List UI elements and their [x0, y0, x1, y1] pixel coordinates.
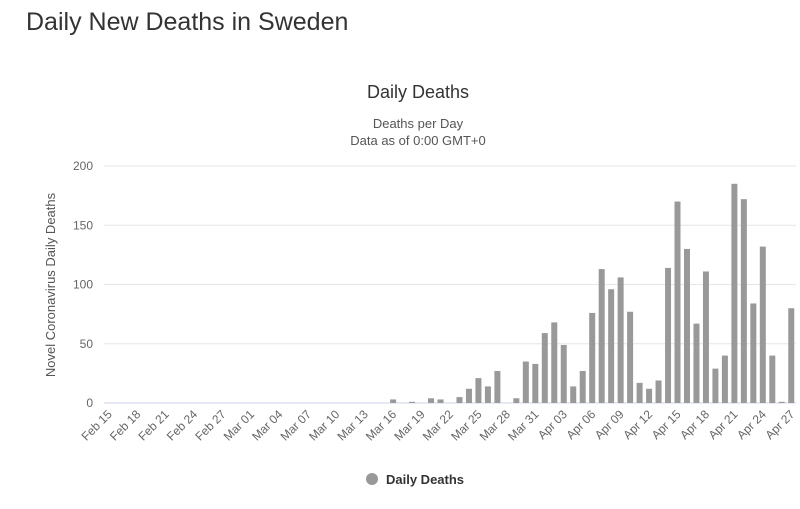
legend-marker	[366, 473, 378, 485]
bar[interactable]	[475, 378, 482, 403]
bar[interactable]	[702, 271, 709, 403]
bar[interactable]	[731, 183, 738, 403]
bar[interactable]	[570, 386, 577, 403]
x-tick-label: Apr 27	[762, 407, 797, 442]
y-tick-label: 0	[86, 396, 93, 410]
bar[interactable]	[390, 399, 397, 403]
x-tick-label: Apr 21	[706, 407, 741, 442]
bar[interactable]	[532, 363, 539, 403]
bar[interactable]	[788, 308, 795, 403]
x-tick-label: Mar 13	[334, 407, 371, 444]
bar[interactable]	[409, 401, 416, 403]
legend-item[interactable]: Daily Deaths	[366, 472, 464, 487]
bar[interactable]	[712, 368, 719, 403]
bar[interactable]	[456, 397, 463, 403]
bar[interactable]	[617, 277, 624, 403]
x-tick-label: Feb 24	[164, 407, 201, 444]
x-tick-label: Apr 03	[535, 407, 570, 442]
bar[interactable]	[627, 311, 634, 403]
bar[interactable]	[721, 355, 728, 403]
bar[interactable]	[683, 248, 690, 403]
bar[interactable]	[636, 382, 643, 403]
bar[interactable]	[541, 333, 548, 403]
page-title: Daily New Deaths in Sweden	[26, 8, 349, 36]
x-tick-label: Mar 01	[221, 407, 258, 444]
bar[interactable]	[750, 303, 757, 403]
bar[interactable]	[693, 323, 700, 403]
bar[interactable]	[598, 269, 605, 403]
bar[interactable]	[674, 201, 681, 403]
x-tick-label: Feb 27	[192, 407, 229, 444]
x-tick-label: Feb 21	[135, 407, 172, 444]
y-tick-label: 100	[73, 278, 93, 292]
x-tick-label: Apr 18	[677, 407, 712, 442]
x-tick-label: Mar 25	[448, 407, 485, 444]
bar[interactable]	[759, 246, 766, 403]
x-tick-label: Mar 22	[420, 407, 457, 444]
x-tick-label: Mar 10	[306, 407, 343, 444]
chart-title: Daily Deaths	[367, 82, 469, 102]
x-tick-label: Mar 16	[363, 407, 400, 444]
x-tick-label: Mar 07	[278, 407, 315, 444]
bar[interactable]	[769, 355, 776, 403]
bar[interactable]	[560, 344, 567, 403]
bar[interactable]	[551, 322, 558, 403]
x-tick-label: Feb 18	[107, 407, 144, 444]
y-axis-label: Novel Coronavirus Daily Deaths	[43, 192, 58, 377]
x-tick-label: Mar 19	[391, 407, 428, 444]
chart-subtitle-2: Data as of 0:00 GMT+0	[350, 133, 485, 148]
y-tick-label: 150	[73, 218, 93, 232]
y-tick-label: 200	[73, 159, 93, 173]
x-tick-label: Feb 15	[79, 407, 116, 444]
bar[interactable]	[465, 388, 472, 403]
bar[interactable]	[665, 267, 672, 403]
x-tick-label: Mar 31	[505, 407, 542, 444]
x-tick-label: Apr 24	[734, 407, 769, 442]
bar[interactable]	[608, 289, 615, 403]
bar[interactable]	[428, 398, 435, 403]
bar[interactable]	[655, 380, 662, 403]
bar[interactable]	[646, 388, 653, 403]
bar[interactable]	[437, 399, 444, 403]
x-tick-label: Apr 15	[649, 407, 684, 442]
bar[interactable]	[494, 371, 501, 403]
chart-subtitle-1: Deaths per Day	[373, 116, 464, 131]
x-tick-label: Apr 09	[592, 407, 627, 442]
bar[interactable]	[589, 312, 596, 403]
bar[interactable]	[522, 361, 529, 403]
bar[interactable]	[579, 371, 586, 403]
x-tick-label: Apr 06	[563, 407, 598, 442]
legend-label: Daily Deaths	[386, 472, 464, 487]
x-tick-label: Mar 28	[477, 407, 514, 444]
x-tick-label: Apr 12	[620, 407, 655, 442]
x-tick-label: Mar 04	[249, 407, 286, 444]
bar[interactable]	[484, 386, 491, 403]
bar[interactable]	[740, 199, 747, 403]
y-tick-label: 50	[80, 337, 94, 351]
bar[interactable]	[778, 401, 785, 403]
bar[interactable]	[513, 398, 520, 403]
